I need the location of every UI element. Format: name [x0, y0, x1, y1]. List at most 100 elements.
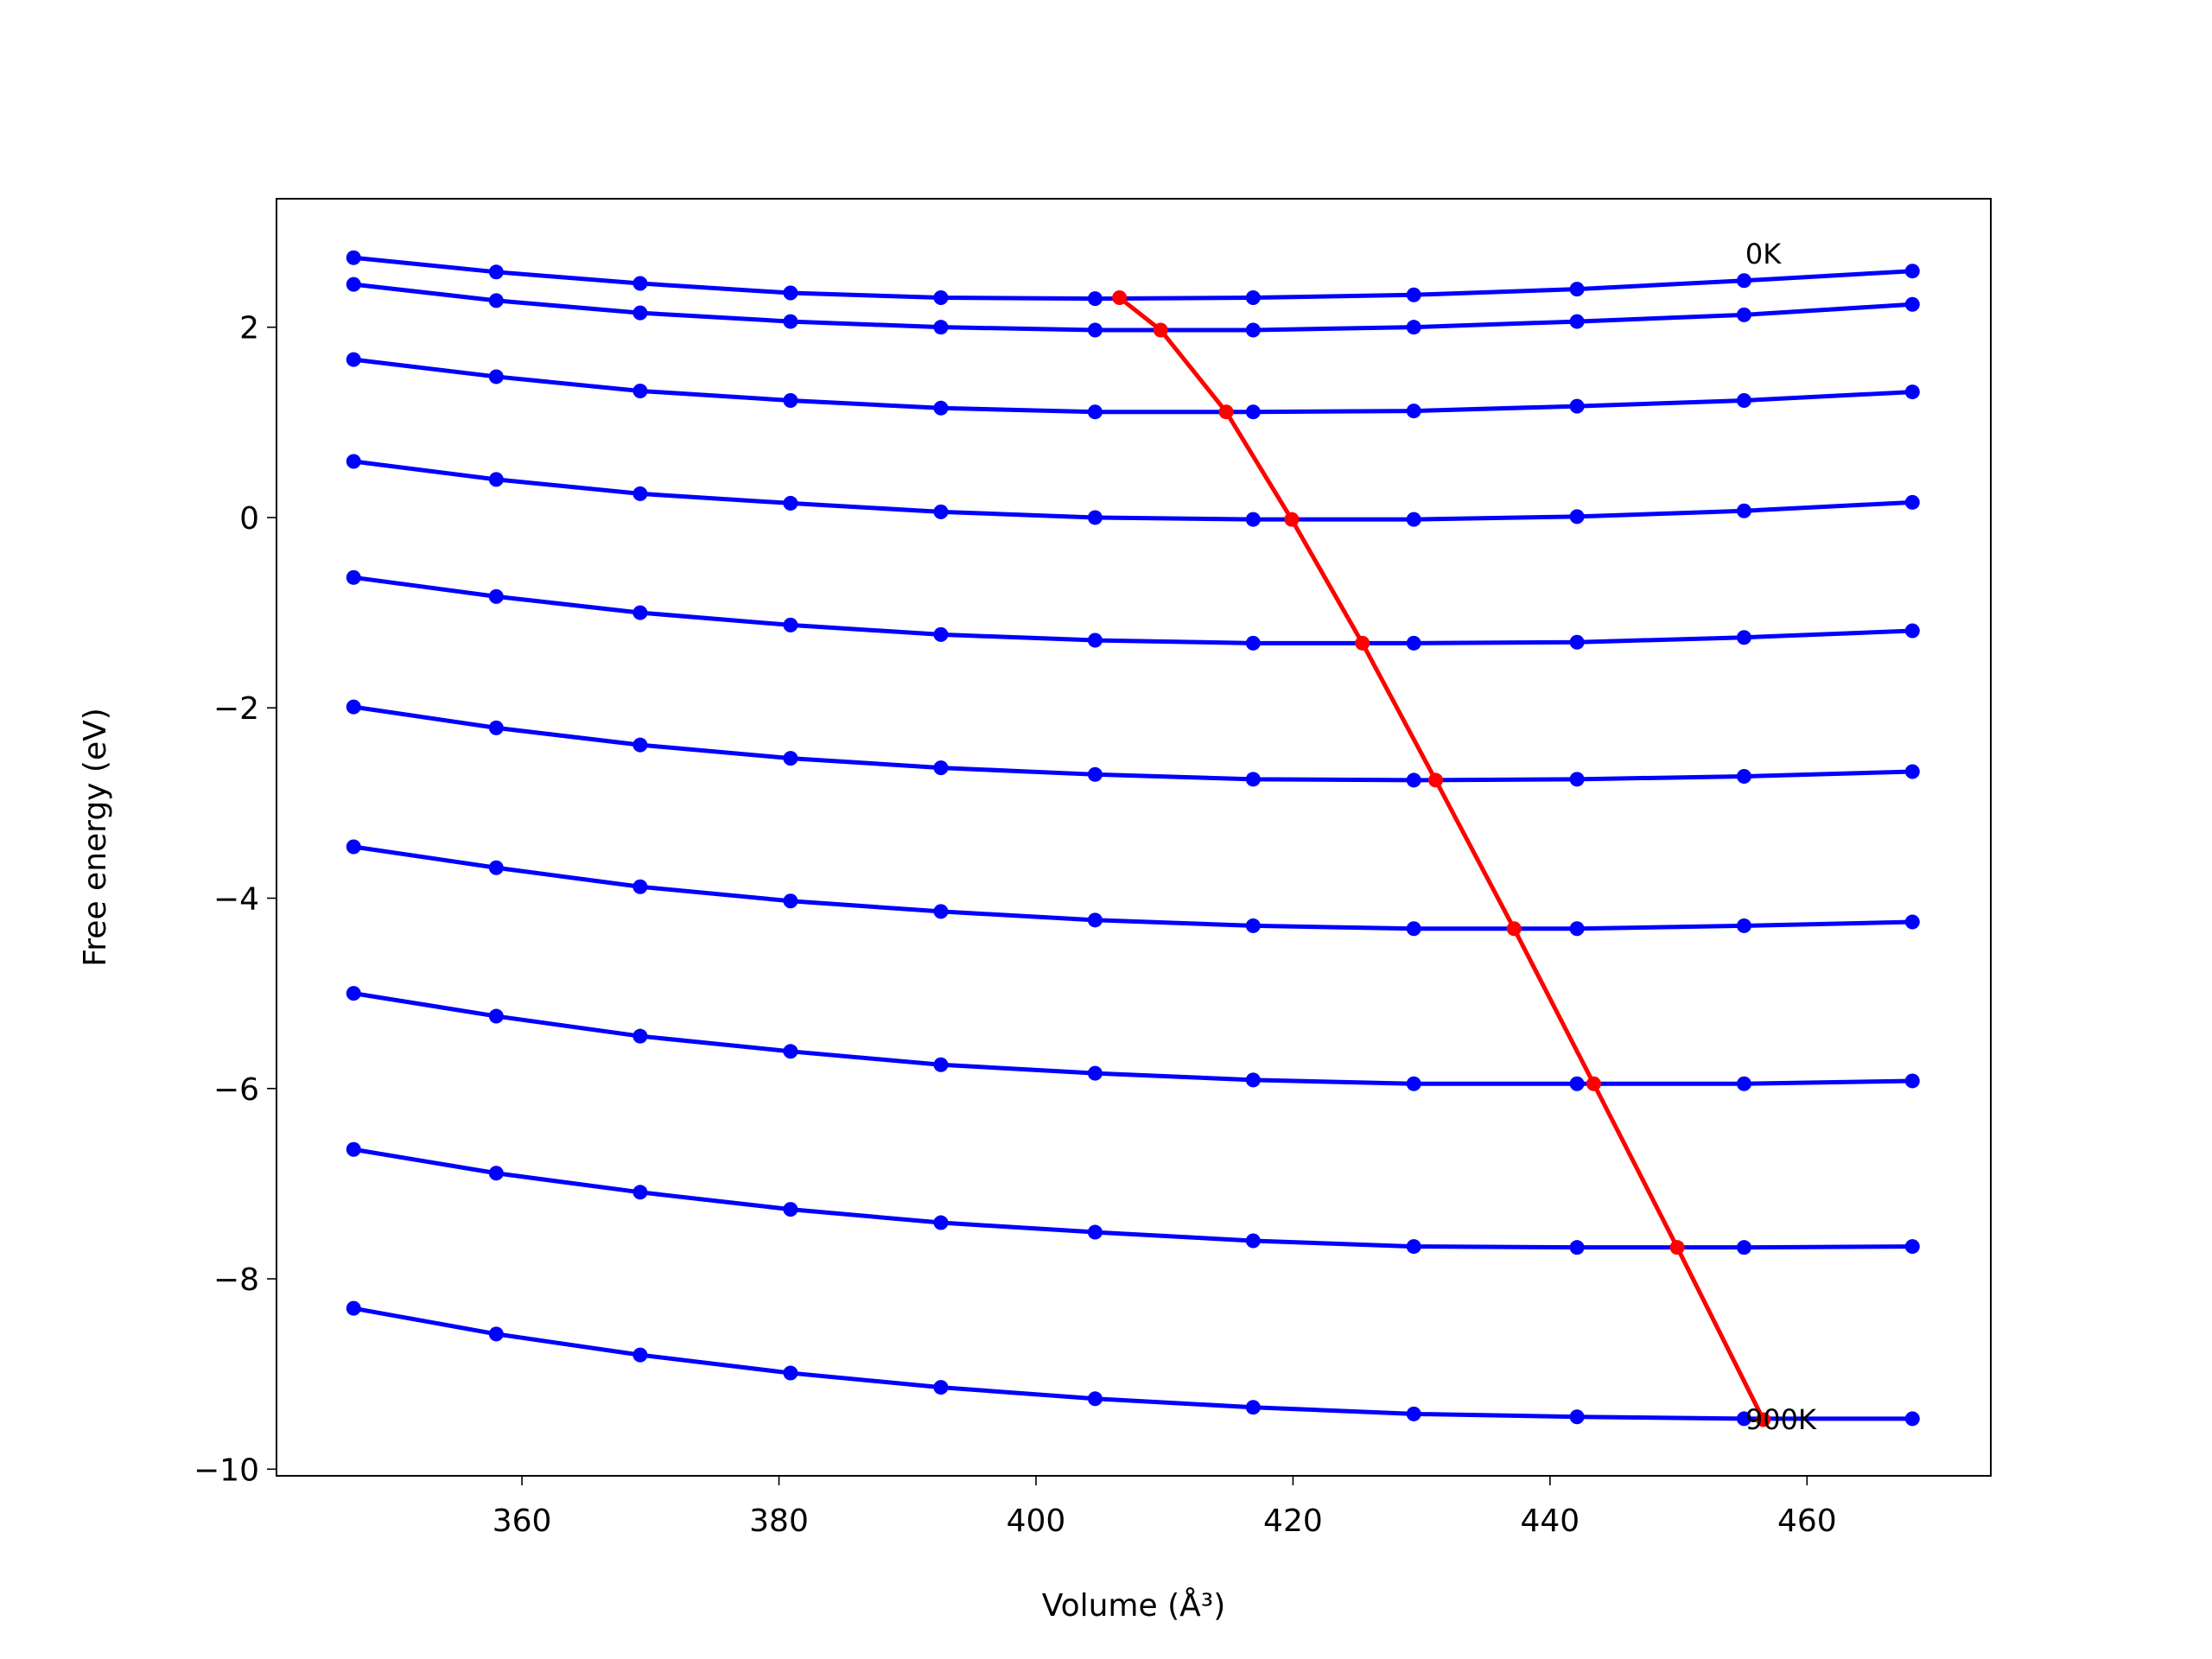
data-point	[1406, 512, 1421, 527]
data-point	[1569, 634, 1585, 650]
data-point	[346, 986, 361, 1001]
data-point	[346, 352, 361, 367]
annotation: 900K	[1745, 1403, 1817, 1436]
data-point	[1569, 282, 1585, 297]
data-point	[1406, 1406, 1421, 1421]
data-point	[1736, 1411, 1751, 1427]
data-point	[933, 1215, 949, 1230]
data-point	[488, 588, 504, 604]
data-point	[1904, 1239, 1920, 1255]
data-point	[1406, 772, 1421, 788]
data-point	[1904, 914, 1920, 930]
x-tick-label: 420	[1263, 1503, 1323, 1539]
data-point	[1736, 918, 1751, 933]
data-point	[346, 250, 361, 265]
data-point	[783, 1044, 798, 1059]
data-point	[1428, 772, 1444, 788]
y-tick-label: −8	[213, 1262, 259, 1298]
x-tick-label: 380	[749, 1503, 809, 1539]
data-point	[1087, 1391, 1103, 1407]
data-point	[1406, 921, 1421, 937]
data-point	[346, 1300, 361, 1316]
data-point	[346, 276, 361, 292]
data-point	[488, 369, 504, 385]
data-point	[1586, 1076, 1601, 1091]
data-point	[1736, 1076, 1751, 1091]
data-point	[1569, 1409, 1585, 1425]
data-point	[1736, 307, 1751, 322]
y-axis-label: Free energy (eV)	[78, 708, 113, 967]
data-point	[1087, 510, 1103, 525]
x-tick-label: 400	[1007, 1503, 1066, 1539]
data-point	[933, 904, 949, 919]
data-point	[632, 737, 648, 753]
data-point	[1087, 632, 1103, 648]
data-point	[783, 1365, 798, 1381]
data-point	[488, 472, 504, 487]
data-point	[783, 617, 798, 632]
y-tick-label: −10	[194, 1452, 259, 1488]
data-point	[933, 400, 949, 416]
data-point	[632, 1185, 648, 1200]
data-point	[1736, 769, 1751, 785]
data-point	[632, 605, 648, 620]
data-point	[632, 1347, 648, 1363]
data-point	[1087, 912, 1103, 928]
data-point	[783, 751, 798, 766]
data-point	[933, 320, 949, 335]
data-point	[1569, 921, 1585, 937]
data-point	[933, 1380, 949, 1395]
data-point	[1904, 1073, 1920, 1089]
x-axis-label: Volume (Å³)	[1042, 1586, 1225, 1624]
data-point	[1406, 635, 1421, 651]
data-point	[346, 569, 361, 585]
data-point	[346, 699, 361, 715]
data-point	[632, 305, 648, 321]
data-point	[1245, 772, 1261, 787]
data-point	[1569, 772, 1585, 787]
data-point	[1904, 764, 1920, 779]
data-point	[1736, 1240, 1751, 1255]
data-point	[1245, 404, 1261, 420]
data-point	[1406, 404, 1421, 419]
data-point	[1736, 273, 1751, 289]
data-point	[1153, 322, 1168, 338]
data-point	[1245, 322, 1261, 338]
data-point	[346, 839, 361, 855]
data-point	[1112, 290, 1128, 306]
data-point	[488, 1326, 504, 1342]
data-point	[1736, 392, 1751, 408]
data-point	[1087, 322, 1103, 338]
data-point	[1756, 1412, 1771, 1427]
y-tick-label: −4	[213, 881, 259, 917]
data-point	[1904, 264, 1920, 279]
data-point	[1904, 1411, 1920, 1427]
data-point	[488, 1166, 504, 1181]
data-point	[783, 495, 798, 511]
series-line	[1118, 296, 1765, 1421]
data-point	[1245, 1400, 1261, 1415]
data-point	[1669, 1240, 1685, 1255]
data-point	[783, 285, 798, 301]
data-point	[632, 879, 648, 894]
data-point	[1245, 512, 1261, 527]
data-point	[1245, 1072, 1261, 1088]
data-point	[1406, 287, 1421, 302]
data-point	[1736, 503, 1751, 518]
y-tick-label: −6	[213, 1072, 259, 1108]
data-point	[1904, 385, 1920, 400]
data-point	[632, 486, 648, 501]
data-point	[346, 1141, 361, 1157]
data-point	[1245, 918, 1261, 933]
data-point	[488, 293, 504, 308]
data-point	[1406, 1076, 1421, 1091]
data-point	[1506, 921, 1522, 937]
data-point	[1245, 1233, 1261, 1249]
data-point	[783, 314, 798, 329]
data-point	[1406, 1239, 1421, 1255]
data-point	[1218, 404, 1234, 420]
data-point	[1245, 290, 1261, 306]
data-point	[1736, 630, 1751, 645]
data-point	[1904, 623, 1920, 639]
